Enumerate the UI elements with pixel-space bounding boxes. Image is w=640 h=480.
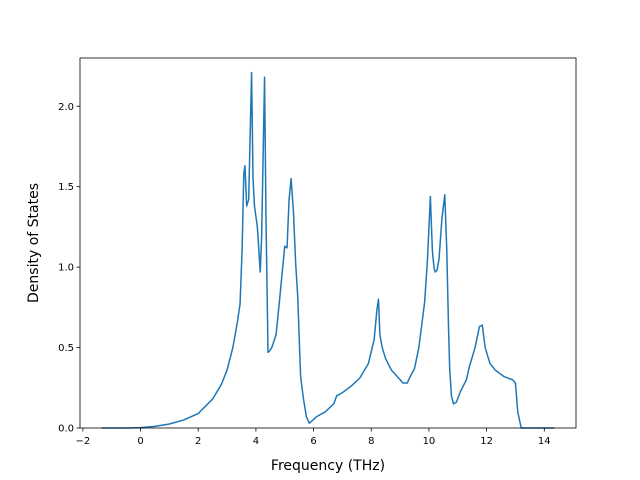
x-axis-ticks: −2 0 2 4 6 8 10 12 14: [76, 428, 551, 447]
y-tick-label: 1.5: [58, 182, 74, 193]
y-tick-label: 0.5: [58, 343, 74, 354]
x-tick-label: 10: [423, 436, 436, 447]
x-tick-label: 2: [195, 436, 201, 447]
y-tick-label: 1.0: [58, 263, 74, 274]
x-tick-label: 0: [137, 436, 143, 447]
x-axis-label: Frequency (THz): [271, 458, 385, 474]
y-tick-label: 0.0: [58, 424, 74, 435]
y-axis-label: Density of States: [26, 183, 42, 303]
series-line-0: [101, 71, 555, 429]
x-tick-label: 8: [368, 436, 374, 447]
x-tick-label: −2: [76, 436, 91, 447]
x-tick-label: 4: [253, 436, 259, 447]
y-axis-ticks: 0.0 0.5 1.0 1.5 2.0: [58, 102, 80, 435]
y-tick-label: 2.0: [58, 102, 74, 113]
x-tick-label: 14: [538, 436, 551, 447]
plot-area: [101, 71, 555, 429]
axes-frame: [79, 57, 577, 429]
x-tick-label: 12: [480, 436, 493, 447]
x-tick-label: 6: [310, 436, 316, 447]
